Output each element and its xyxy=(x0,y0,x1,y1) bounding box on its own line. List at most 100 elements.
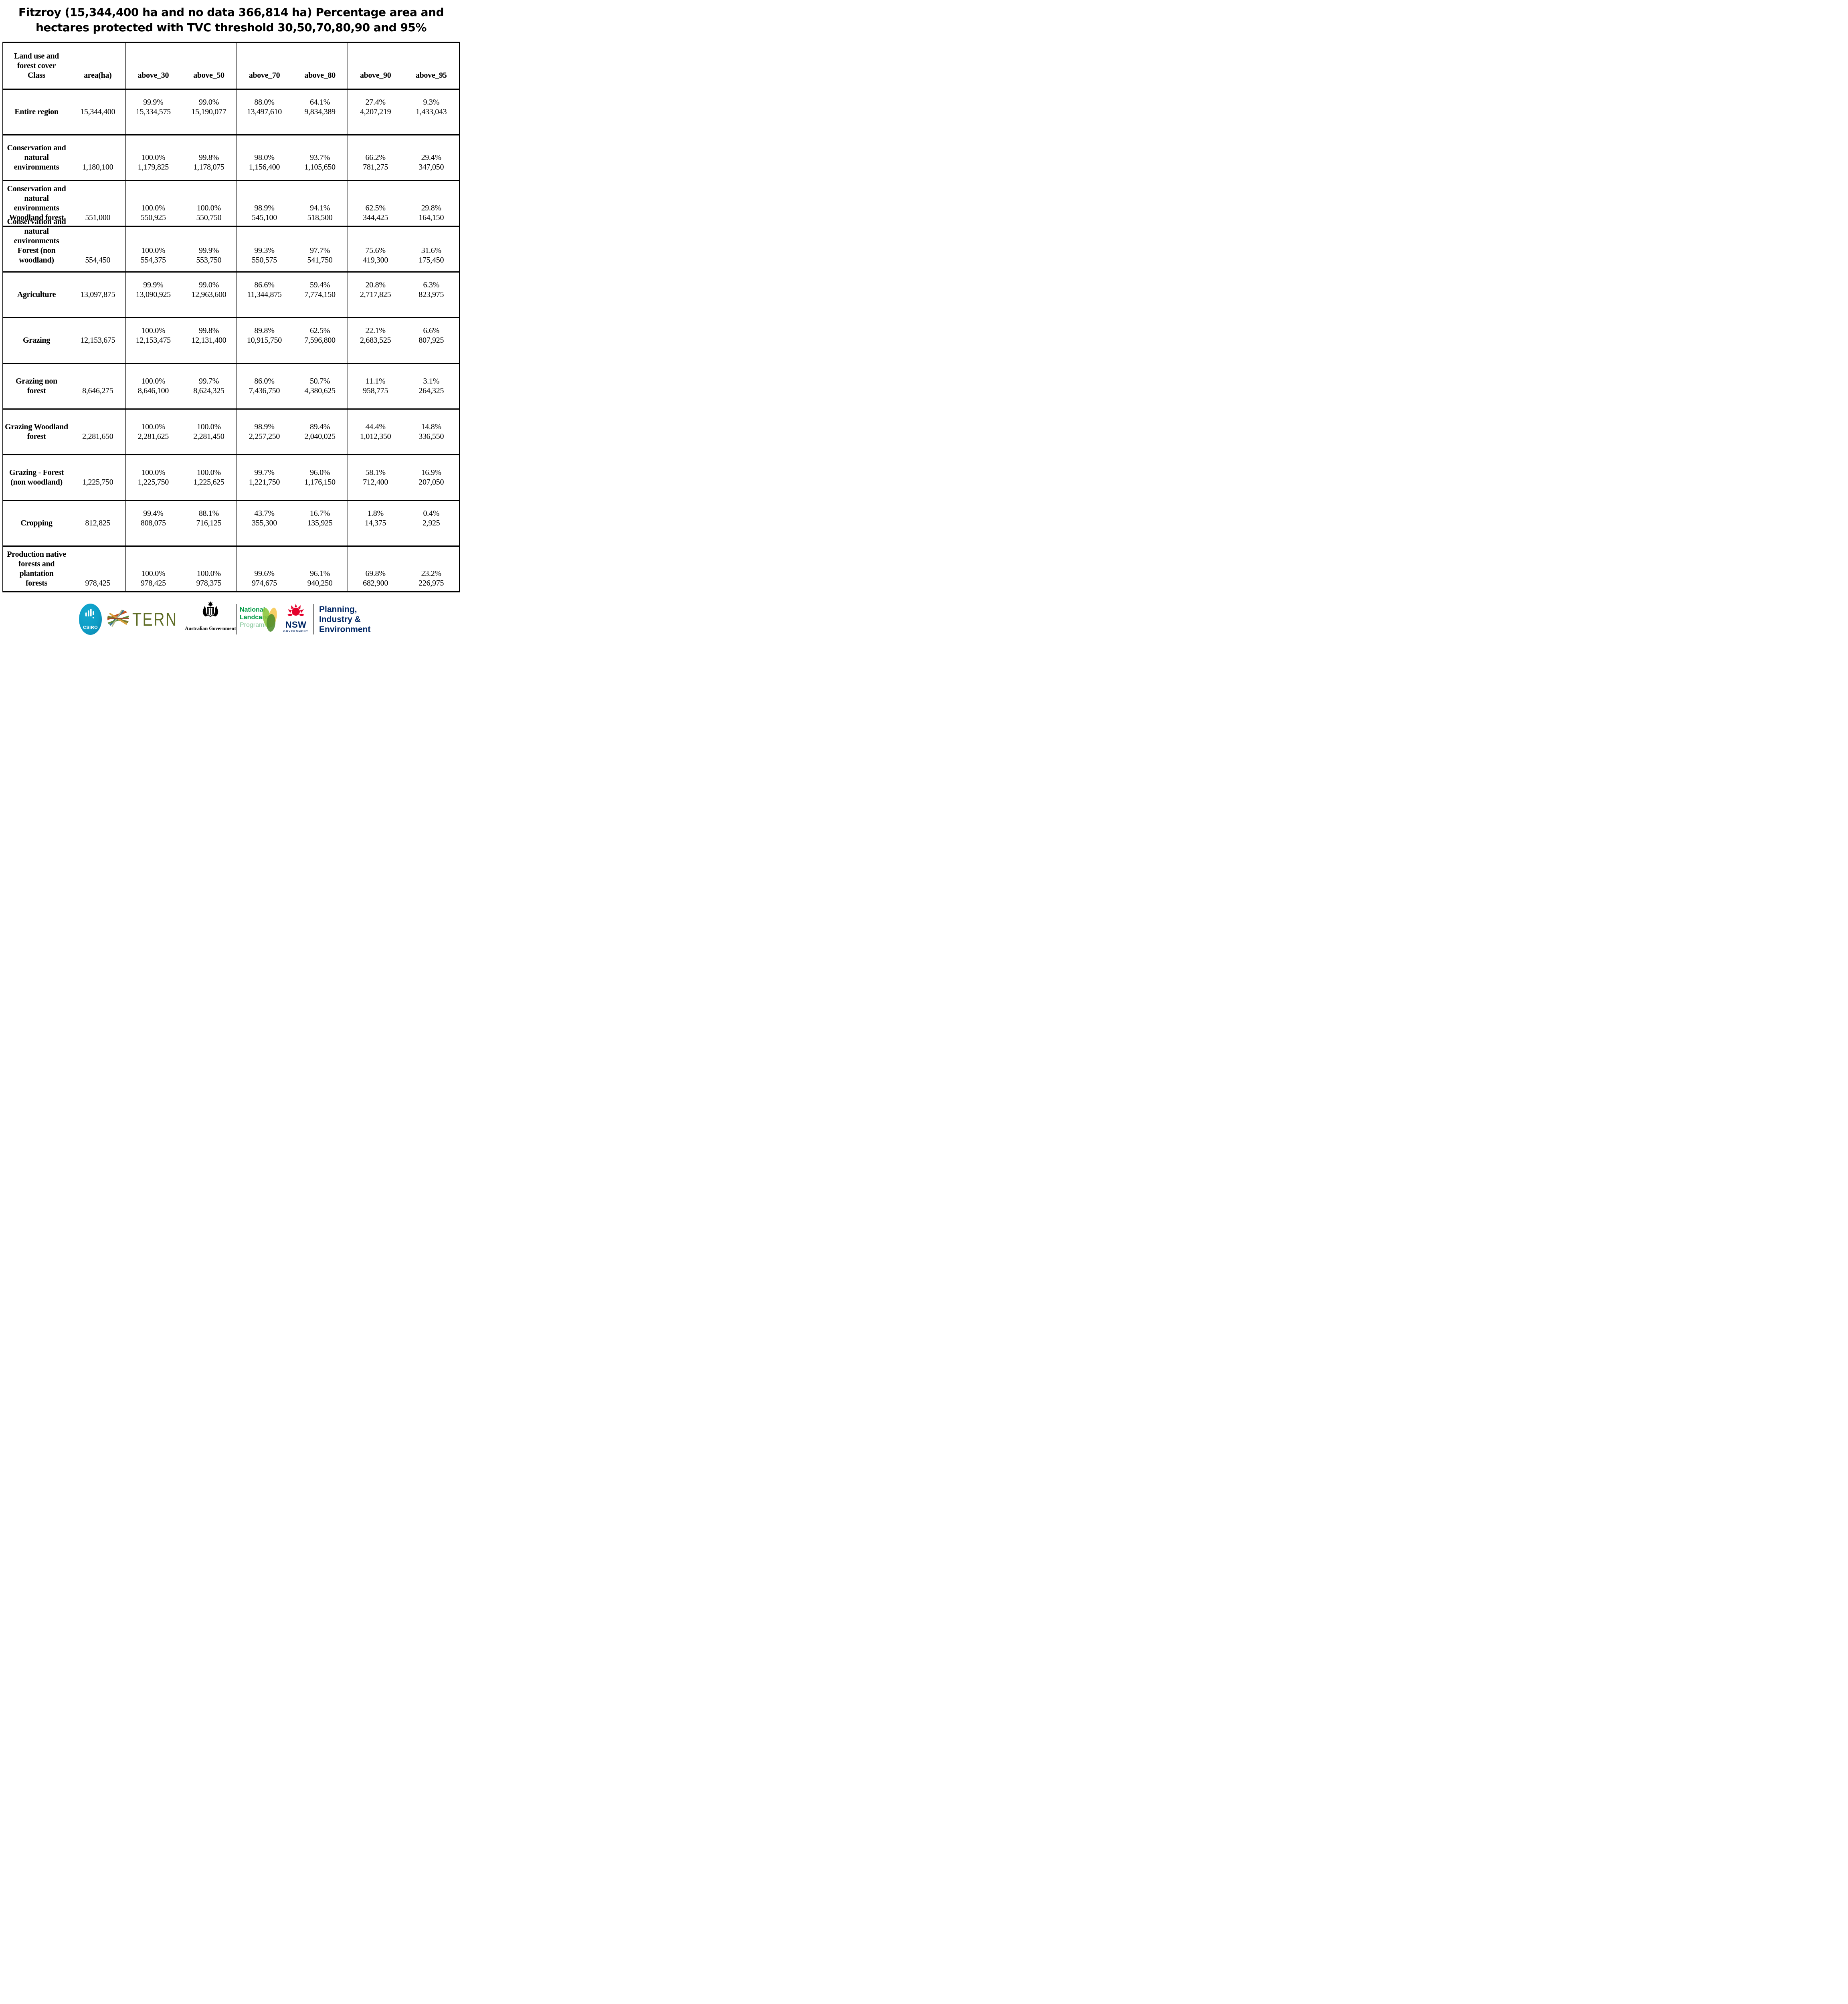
area-value: 8,646,275 xyxy=(82,386,113,395)
row-label: Conservation and natural environments xyxy=(7,143,66,172)
pct-value: 93.7% xyxy=(309,153,330,162)
table-row: Agriculture 13,097,875 99.9% 13,090,925 99.0… xyxy=(3,273,459,318)
csiro-logo-icon: CSIRO xyxy=(79,604,102,635)
threshold-cell: 99.7% 8,624,325 xyxy=(181,364,237,408)
ha-value: 1,179,825 xyxy=(137,163,169,172)
area-cell: 12,153,675 xyxy=(70,318,126,363)
ha-value: 1,156,400 xyxy=(249,163,280,172)
threshold-values: 100.0% 550,925 xyxy=(126,203,181,222)
row-label: Conservation and natural environments Wo… xyxy=(7,184,66,222)
threshold-values: 0.4% 2,925 xyxy=(403,509,459,528)
ha-value: 8,646,100 xyxy=(137,386,169,395)
header-cell-above90: above_90 xyxy=(348,43,404,89)
pct-value: 100.0% xyxy=(141,153,166,162)
threshold-values: 99.9% 15,334,575 xyxy=(126,97,181,117)
ha-value: 541,750 xyxy=(307,256,333,265)
pct-value: 98.9% xyxy=(254,422,275,431)
threshold-values: 100.0% 1,179,825 xyxy=(126,153,181,172)
threshold-values: 75.6% 419,300 xyxy=(348,246,403,265)
threshold-cell: 23.2% 226,975 xyxy=(403,547,459,591)
threshold-cell: 100.0% 2,281,625 xyxy=(126,410,182,454)
threshold-values: 97.7% 541,750 xyxy=(292,246,348,265)
threshold-values: 16.7% 135,925 xyxy=(292,509,348,528)
column-header: above_30 xyxy=(137,71,169,80)
threshold-values: 100.0% 978,375 xyxy=(181,569,237,588)
table-row: Grazing non forest 8,646,275 100.0% 8,646,1… xyxy=(3,364,459,410)
threshold-cell: 16.7% 135,925 xyxy=(292,501,348,545)
ha-value: 344,425 xyxy=(363,213,388,222)
landcare-line-1: National xyxy=(240,606,265,613)
pct-value: 98.9% xyxy=(254,204,275,212)
column-header: above_70 xyxy=(249,71,280,80)
pct-value: 0.4% xyxy=(423,509,439,518)
ha-value: 207,050 xyxy=(419,478,444,487)
footer-divider xyxy=(313,604,314,634)
threshold-values: 6.6% 807,925 xyxy=(403,326,459,345)
pct-value: 100.0% xyxy=(141,422,166,431)
ha-value: 550,925 xyxy=(140,213,166,222)
ha-value: 1,176,150 xyxy=(304,478,336,487)
threshold-cell: 99.7% 1,221,750 xyxy=(237,455,293,500)
pct-value: 98.0% xyxy=(254,153,275,162)
pct-value: 89.4% xyxy=(309,422,330,431)
row-label-cell: Conservation and natural environments Fo… xyxy=(3,217,70,271)
threshold-values: 99.7% 8,624,325 xyxy=(181,376,237,396)
area-value: 2,281,650 xyxy=(82,432,113,441)
row-label-cell: Grazing - Forest (non woodland) xyxy=(3,455,70,500)
ha-value: 808,075 xyxy=(140,519,166,527)
pct-value: 99.8% xyxy=(198,153,219,162)
threshold-cell: 100.0% 1,225,750 xyxy=(126,455,182,500)
ha-value: 7,436,750 xyxy=(249,386,280,395)
threshold-values: 93.7% 1,105,650 xyxy=(292,153,348,172)
pct-value: 6.3% xyxy=(423,281,439,289)
table-row: Cropping 812,825 99.4% 808,075 88.1% 716,125 4… xyxy=(3,501,459,547)
threshold-values: 100.0% 978,425 xyxy=(126,569,181,588)
ha-value: 978,375 xyxy=(196,579,222,588)
threshold-cell: 99.6% 974,675 xyxy=(237,547,293,591)
threshold-values: 3.1% 264,325 xyxy=(403,376,459,396)
threshold-cell: 100.0% 1,225,625 xyxy=(181,455,237,500)
pct-value: 89.8% xyxy=(254,326,275,335)
threshold-cell: 100.0% 12,153,475 xyxy=(126,318,182,363)
threshold-values: 9.3% 1,433,043 xyxy=(403,97,459,117)
threshold-values: 88.0% 13,497,610 xyxy=(237,97,292,117)
threshold-cell: 100.0% 550,750 xyxy=(181,181,237,226)
pct-value: 31.6% xyxy=(421,246,441,255)
row-label-cell: Conservation and natural environments xyxy=(3,135,70,180)
threshold-cell: 100.0% 550,925 xyxy=(126,181,182,226)
header-cell-above50: above_50 xyxy=(181,43,237,89)
ha-value: 554,375 xyxy=(140,256,166,265)
pct-value: 99.9% xyxy=(143,281,164,289)
threshold-values: 99.4% 808,075 xyxy=(126,509,181,528)
threshold-values: 11.1% 958,775 xyxy=(348,376,403,396)
pct-value: 99.7% xyxy=(254,468,275,477)
row-label: Entire region xyxy=(14,107,59,116)
threshold-values: 96.1% 940,250 xyxy=(292,569,348,588)
ha-value: 518,500 xyxy=(307,213,333,222)
ha-value: 13,497,610 xyxy=(247,107,282,116)
threshold-cell: 99.8% 12,131,400 xyxy=(181,318,237,363)
threshold-cell: 59.4% 7,774,150 xyxy=(292,273,348,317)
table-row: Grazing Woodland forest 2,281,650 100.0% 2,… xyxy=(3,410,459,455)
pct-value: 96.0% xyxy=(309,468,330,477)
area-value: 15,344,400 xyxy=(80,107,115,116)
ha-value: 1,178,075 xyxy=(193,163,224,172)
row-label-cell: Production native forests and plantation… xyxy=(3,547,70,591)
table-row: Production native forests and plantation… xyxy=(3,547,459,591)
row-label: Production native forests and plantation… xyxy=(7,550,66,588)
threshold-cell: 89.8% 10,915,750 xyxy=(237,318,293,363)
ha-value: 2,281,625 xyxy=(137,432,169,441)
pct-value: 22.1% xyxy=(365,326,386,335)
pct-value: 14.8% xyxy=(421,422,441,431)
row-label: Cropping xyxy=(20,519,53,527)
pct-value: 50.7% xyxy=(309,377,330,386)
pct-value: 100.0% xyxy=(141,569,166,578)
pct-value: 23.2% xyxy=(421,569,441,578)
tern-australia-icon xyxy=(107,609,129,631)
ha-value: 1,105,650 xyxy=(304,163,336,172)
area-value: 554,450 xyxy=(85,256,111,265)
row-label-cell: Conservation and natural environments Wo… xyxy=(3,181,70,226)
pct-value: 99.6% xyxy=(254,569,275,578)
pct-value: 100.0% xyxy=(141,326,166,335)
row-label-cell: Agriculture xyxy=(3,273,70,317)
